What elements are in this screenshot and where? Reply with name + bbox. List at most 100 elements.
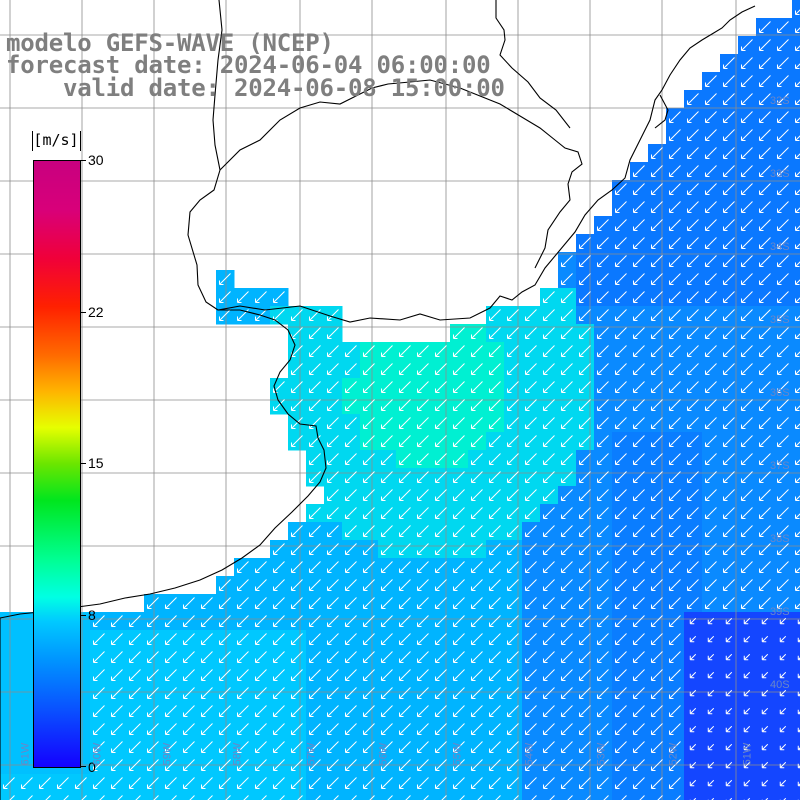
wind-arrow xyxy=(795,297,800,303)
wind-speed-cell xyxy=(0,666,19,685)
wind-arrow xyxy=(507,489,519,501)
wind-arrow xyxy=(651,651,663,663)
wind-arrow xyxy=(723,381,735,393)
wind-arrow xyxy=(741,201,753,213)
wind-arrow xyxy=(291,561,303,573)
coastline xyxy=(0,0,756,800)
wind-arrow xyxy=(689,761,697,769)
wind-arrow xyxy=(453,633,465,645)
wind-arrow xyxy=(615,345,627,357)
wind-arrow xyxy=(561,273,573,285)
wind-arrow xyxy=(291,633,303,645)
wind-arrow xyxy=(597,363,609,375)
wind-arrow xyxy=(743,635,751,643)
wind-speed-cell xyxy=(252,792,271,800)
wind-speed-cell xyxy=(432,792,451,800)
wind-arrow xyxy=(759,561,771,573)
wind-arrow xyxy=(273,399,285,411)
wind-arrow xyxy=(45,795,51,800)
wind-arrow xyxy=(399,777,411,789)
wind-arrow xyxy=(705,255,717,267)
wind-arrow xyxy=(489,327,501,339)
wind-arrow xyxy=(417,507,429,519)
wind-arrow xyxy=(165,633,177,645)
wind-arrow xyxy=(327,597,339,609)
lon-label: 52W xyxy=(667,742,680,766)
wind-arrow xyxy=(597,273,609,285)
wind-arrow xyxy=(779,617,787,625)
wind-arrow xyxy=(795,117,800,123)
wind-arrow xyxy=(561,687,573,699)
wind-arrow xyxy=(615,723,627,735)
wind-arrow xyxy=(291,399,303,411)
wind-arrow xyxy=(579,471,591,483)
wind-arrow xyxy=(615,183,627,195)
wind-speed-cell xyxy=(486,792,505,800)
wind-arrow xyxy=(561,777,573,789)
wind-arrow xyxy=(633,381,645,393)
wind-speed-cell xyxy=(792,450,800,469)
wind-arrow xyxy=(309,579,321,591)
wind-arrow xyxy=(417,525,429,537)
wind-arrow xyxy=(93,723,105,735)
wind-speed-cell xyxy=(792,720,800,739)
wind-arrow xyxy=(543,471,555,483)
wind-arrow xyxy=(633,687,645,699)
wind-arrow xyxy=(633,273,645,285)
wind-arrow xyxy=(471,597,483,609)
colorbar-label-0: 0 xyxy=(88,759,96,775)
wind-arrow xyxy=(669,723,681,735)
wind-arrow xyxy=(453,615,465,627)
wind-arrow xyxy=(477,795,483,800)
wind-speed-cell xyxy=(576,792,595,800)
wind-arrow xyxy=(237,633,249,645)
wind-arrow xyxy=(633,435,645,447)
wind-arrow xyxy=(723,237,735,249)
wind-arrow xyxy=(669,147,681,159)
wind-arrow xyxy=(327,471,339,483)
wind-arrow xyxy=(723,579,735,591)
wind-arrow xyxy=(417,741,429,753)
wind-arrow xyxy=(669,777,681,789)
wind-arrow xyxy=(129,723,141,735)
wind-arrow xyxy=(741,183,753,195)
wind-arrow xyxy=(111,741,123,753)
wind-arrow xyxy=(723,561,735,573)
wind-arrow xyxy=(507,633,519,645)
wind-arrow xyxy=(525,615,537,627)
wind-arrow xyxy=(759,507,771,519)
wind-arrow xyxy=(687,345,699,357)
wind-arrow xyxy=(219,669,231,681)
wind-arrow xyxy=(743,707,751,715)
wind-arrow xyxy=(741,273,753,285)
wind-arrow xyxy=(453,489,465,501)
wind-arrow xyxy=(633,219,645,231)
wind-arrow xyxy=(471,615,483,627)
wind-arrow xyxy=(99,795,105,800)
wind-arrow xyxy=(597,651,609,663)
wind-arrow xyxy=(723,165,735,177)
wind-arrow xyxy=(561,363,573,375)
wind-arrow xyxy=(615,669,627,681)
wind-arrow xyxy=(759,597,771,609)
wind-arrow xyxy=(435,687,447,699)
wind-arrow xyxy=(741,399,753,411)
wind-speed-cell xyxy=(792,432,800,451)
wind-arrow xyxy=(273,633,285,645)
wind-arrow xyxy=(579,741,591,753)
wind-arrow xyxy=(309,705,321,717)
wind-arrow xyxy=(651,147,663,159)
wind-arrow xyxy=(651,687,663,699)
wind-arrow xyxy=(777,543,789,555)
wind-arrow xyxy=(525,453,537,465)
wind-arrow xyxy=(597,759,609,771)
wind-arrow xyxy=(363,381,375,393)
wind-arrow xyxy=(237,597,249,609)
wind-arrow xyxy=(579,399,591,411)
wind-arrow xyxy=(651,219,663,231)
wind-arrow xyxy=(597,507,609,519)
wind-arrow xyxy=(761,761,769,769)
wind-arrow xyxy=(237,687,249,699)
wind-arrow xyxy=(561,615,573,627)
wind-arrow xyxy=(453,597,465,609)
